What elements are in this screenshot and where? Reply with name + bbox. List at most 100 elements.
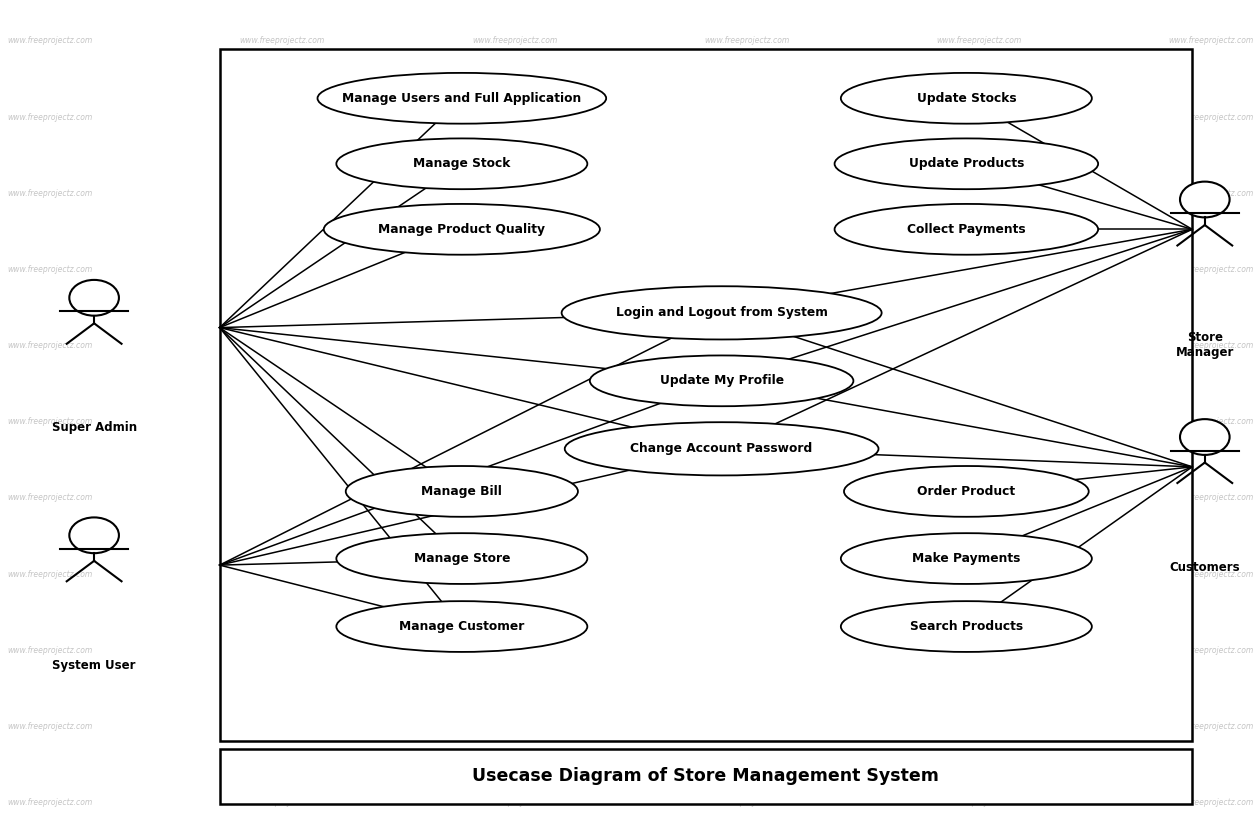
Text: www.freeprojectz.com: www.freeprojectz.com <box>1168 189 1254 197</box>
Text: Manage Product Quality: Manage Product Quality <box>378 223 546 236</box>
Text: www.freeprojectz.com: www.freeprojectz.com <box>704 37 789 45</box>
Text: www.freeprojectz.com: www.freeprojectz.com <box>240 113 325 121</box>
Text: Manage Store: Manage Store <box>414 552 510 565</box>
Text: www.freeprojectz.com: www.freeprojectz.com <box>240 342 325 350</box>
Text: www.freeprojectz.com: www.freeprojectz.com <box>1168 265 1254 274</box>
Ellipse shape <box>1180 182 1230 217</box>
Text: www.freeprojectz.com: www.freeprojectz.com <box>472 418 557 426</box>
Text: www.freeprojectz.com: www.freeprojectz.com <box>8 418 93 426</box>
Text: www.freeprojectz.com: www.freeprojectz.com <box>472 646 557 654</box>
Text: www.freeprojectz.com: www.freeprojectz.com <box>240 37 325 45</box>
Bar <box>220 49 1192 741</box>
Ellipse shape <box>336 138 587 189</box>
Text: www.freeprojectz.com: www.freeprojectz.com <box>472 494 557 502</box>
Text: Manage Customer: Manage Customer <box>399 620 525 633</box>
Text: www.freeprojectz.com: www.freeprojectz.com <box>472 722 557 731</box>
Ellipse shape <box>324 204 600 255</box>
Text: Login and Logout from System: Login and Logout from System <box>616 306 827 319</box>
Text: Update Stocks: Update Stocks <box>916 92 1017 105</box>
Text: www.freeprojectz.com: www.freeprojectz.com <box>8 265 93 274</box>
Text: www.freeprojectz.com: www.freeprojectz.com <box>704 494 789 502</box>
Text: Usecase Diagram of Store Management System: Usecase Diagram of Store Management Syst… <box>472 767 940 785</box>
Ellipse shape <box>590 355 853 406</box>
Text: www.freeprojectz.com: www.freeprojectz.com <box>1168 342 1254 350</box>
Text: www.freeprojectz.com: www.freeprojectz.com <box>8 646 93 654</box>
Text: Manage Stock: Manage Stock <box>413 157 511 170</box>
Ellipse shape <box>336 601 587 652</box>
Text: Customers: Customers <box>1170 561 1240 573</box>
Text: www.freeprojectz.com: www.freeprojectz.com <box>1168 494 1254 502</box>
Ellipse shape <box>565 423 878 475</box>
Text: www.freeprojectz.com: www.freeprojectz.com <box>936 418 1022 426</box>
Text: www.freeprojectz.com: www.freeprojectz.com <box>472 37 557 45</box>
Text: www.freeprojectz.com: www.freeprojectz.com <box>472 265 557 274</box>
Text: www.freeprojectz.com: www.freeprojectz.com <box>704 189 789 197</box>
Text: Manage Bill: Manage Bill <box>422 485 502 498</box>
Text: Super Admin: Super Admin <box>51 422 137 434</box>
Ellipse shape <box>561 287 881 339</box>
Ellipse shape <box>336 533 587 584</box>
Text: Order Product: Order Product <box>917 485 1015 498</box>
Ellipse shape <box>841 533 1092 584</box>
Text: www.freeprojectz.com: www.freeprojectz.com <box>240 265 325 274</box>
Text: www.freeprojectz.com: www.freeprojectz.com <box>1168 37 1254 45</box>
Bar <box>220 749 1192 804</box>
Text: www.freeprojectz.com: www.freeprojectz.com <box>704 570 789 578</box>
Ellipse shape <box>69 280 119 315</box>
Text: www.freeprojectz.com: www.freeprojectz.com <box>1168 722 1254 731</box>
Ellipse shape <box>318 73 606 124</box>
Text: www.freeprojectz.com: www.freeprojectz.com <box>1168 799 1254 807</box>
Ellipse shape <box>345 466 577 517</box>
Ellipse shape <box>841 601 1092 652</box>
Text: www.freeprojectz.com: www.freeprojectz.com <box>936 799 1022 807</box>
Text: www.freeprojectz.com: www.freeprojectz.com <box>240 418 325 426</box>
Text: www.freeprojectz.com: www.freeprojectz.com <box>704 722 789 731</box>
Text: www.freeprojectz.com: www.freeprojectz.com <box>1168 570 1254 578</box>
Text: www.freeprojectz.com: www.freeprojectz.com <box>704 342 789 350</box>
Text: www.freeprojectz.com: www.freeprojectz.com <box>936 646 1022 654</box>
Text: www.freeprojectz.com: www.freeprojectz.com <box>936 342 1022 350</box>
Text: www.freeprojectz.com: www.freeprojectz.com <box>240 570 325 578</box>
Text: www.freeprojectz.com: www.freeprojectz.com <box>472 570 557 578</box>
Text: www.freeprojectz.com: www.freeprojectz.com <box>936 265 1022 274</box>
Ellipse shape <box>835 138 1098 189</box>
Text: www.freeprojectz.com: www.freeprojectz.com <box>240 189 325 197</box>
Text: www.freeprojectz.com: www.freeprojectz.com <box>704 646 789 654</box>
Text: www.freeprojectz.com: www.freeprojectz.com <box>936 570 1022 578</box>
Text: www.freeprojectz.com: www.freeprojectz.com <box>240 494 325 502</box>
Ellipse shape <box>841 73 1092 124</box>
Text: www.freeprojectz.com: www.freeprojectz.com <box>8 113 93 121</box>
Text: www.freeprojectz.com: www.freeprojectz.com <box>472 342 557 350</box>
Text: www.freeprojectz.com: www.freeprojectz.com <box>472 113 557 121</box>
Text: Collect Payments: Collect Payments <box>907 223 1025 236</box>
Text: www.freeprojectz.com: www.freeprojectz.com <box>8 799 93 807</box>
Text: Update My Profile: Update My Profile <box>660 374 783 387</box>
Ellipse shape <box>845 466 1089 517</box>
Text: www.freeprojectz.com: www.freeprojectz.com <box>1168 646 1254 654</box>
Text: www.freeprojectz.com: www.freeprojectz.com <box>472 189 557 197</box>
Text: www.freeprojectz.com: www.freeprojectz.com <box>704 799 789 807</box>
Text: www.freeprojectz.com: www.freeprojectz.com <box>8 570 93 578</box>
Text: www.freeprojectz.com: www.freeprojectz.com <box>472 799 557 807</box>
Text: www.freeprojectz.com: www.freeprojectz.com <box>8 37 93 45</box>
Text: www.freeprojectz.com: www.freeprojectz.com <box>8 722 93 731</box>
Text: www.freeprojectz.com: www.freeprojectz.com <box>8 189 93 197</box>
Ellipse shape <box>835 204 1098 255</box>
Ellipse shape <box>69 518 119 553</box>
Ellipse shape <box>1180 419 1230 455</box>
Text: www.freeprojectz.com: www.freeprojectz.com <box>240 799 325 807</box>
Text: www.freeprojectz.com: www.freeprojectz.com <box>8 494 93 502</box>
Text: System User: System User <box>53 659 136 672</box>
Text: www.freeprojectz.com: www.freeprojectz.com <box>936 189 1022 197</box>
Text: www.freeprojectz.com: www.freeprojectz.com <box>936 113 1022 121</box>
Text: Update Products: Update Products <box>909 157 1024 170</box>
Text: www.freeprojectz.com: www.freeprojectz.com <box>8 342 93 350</box>
Text: www.freeprojectz.com: www.freeprojectz.com <box>1168 418 1254 426</box>
Text: www.freeprojectz.com: www.freeprojectz.com <box>240 646 325 654</box>
Text: www.freeprojectz.com: www.freeprojectz.com <box>240 722 325 731</box>
Text: Search Products: Search Products <box>910 620 1023 633</box>
Text: Change Account Password: Change Account Password <box>630 442 813 455</box>
Text: www.freeprojectz.com: www.freeprojectz.com <box>936 722 1022 731</box>
Text: www.freeprojectz.com: www.freeprojectz.com <box>704 418 789 426</box>
Text: Make Payments: Make Payments <box>912 552 1020 565</box>
